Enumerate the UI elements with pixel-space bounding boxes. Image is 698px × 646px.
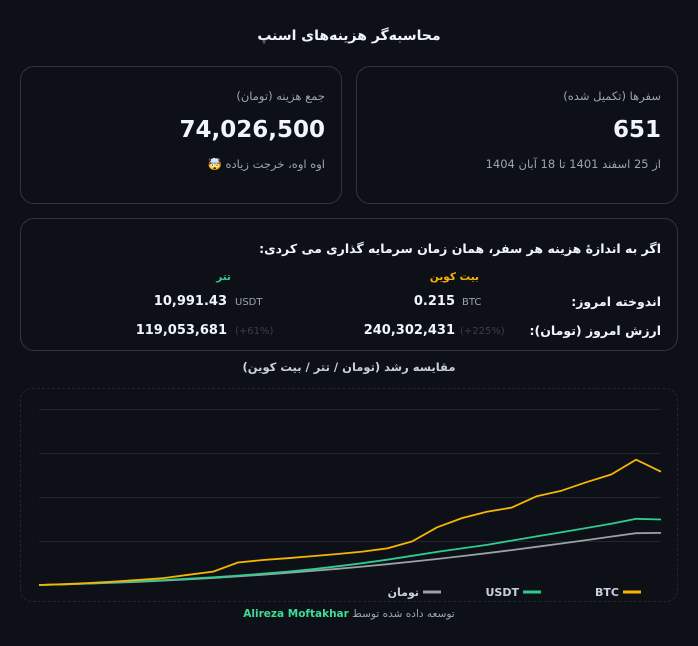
total-cost-value: 74,026,500 bbox=[179, 117, 325, 143]
investment-card: اگر به اندازهٔ هزینه هر سفر، همان زمان س… bbox=[20, 218, 678, 351]
growth-chart: BTC USDT تومان bbox=[20, 388, 678, 602]
chart-title: مقایسه رشد (تومان / تتر / بیت کوین) bbox=[242, 360, 456, 374]
series-line-usdt bbox=[38, 517, 662, 586]
footer: توسعه داده شده توسط Alireza Moftakhar bbox=[0, 608, 698, 620]
value-label: ارزش امروز (تومان): bbox=[529, 323, 661, 338]
btc-unit: BTC bbox=[462, 297, 482, 308]
legend-item-btc[interactable]: BTC bbox=[595, 586, 641, 599]
legend-item-usdt[interactable]: USDT bbox=[486, 586, 542, 599]
usdt-unit: USDT bbox=[235, 297, 263, 308]
legend-item-toman[interactable]: تومان bbox=[388, 586, 441, 599]
legend-label: BTC bbox=[595, 586, 619, 599]
trips-period: از 25 اسفند 1401 تا 18 آبان 1404 bbox=[485, 157, 661, 171]
page-title: محاسبه‌گر هزینه‌های اسنپ bbox=[257, 28, 441, 44]
footer-text: توسعه داده شده توسط bbox=[352, 608, 455, 620]
series-line-toman bbox=[38, 532, 662, 586]
series-line-btc bbox=[38, 458, 662, 586]
author-link[interactable]: Alireza Moftakhar bbox=[243, 608, 349, 620]
trips-label: سفرها (تکمیل شده) bbox=[563, 89, 661, 103]
usdt-column-header: تتر bbox=[216, 271, 231, 283]
trips-count: 651 bbox=[612, 117, 661, 143]
btc-column-header: بیت کوین bbox=[429, 271, 479, 283]
legend-label: USDT bbox=[486, 586, 520, 599]
usdt-value: 119,053,681 bbox=[135, 323, 227, 338]
usdt-percent: (+61%) bbox=[235, 326, 274, 337]
trips-card: سفرها (تکمیل شده) 651 از 25 اسفند 1401 ت… bbox=[356, 66, 678, 204]
legend-label: تومان bbox=[388, 586, 419, 599]
btc-value: 240,302,431 bbox=[363, 323, 455, 338]
total-cost-card: جمع هزینه (تومان) 74,026,500 اوه اوه، خر… bbox=[20, 66, 342, 204]
usdt-amount: 10,991.43 bbox=[153, 294, 227, 309]
investment-question: اگر به اندازهٔ هزینه هر سفر، همان زمان س… bbox=[259, 241, 661, 256]
growth-chart-svg: BTC USDT تومان bbox=[38, 409, 662, 599]
total-cost-label: جمع هزینه (تومان) bbox=[236, 89, 325, 103]
btc-percent: (+225%) bbox=[460, 326, 505, 337]
btc-amount: 0.215 bbox=[413, 294, 455, 309]
cost-note: اوه اوه، خرجت زیاده 🤯 bbox=[207, 157, 325, 171]
holdings-label: اندوخته امروز: bbox=[571, 294, 661, 309]
